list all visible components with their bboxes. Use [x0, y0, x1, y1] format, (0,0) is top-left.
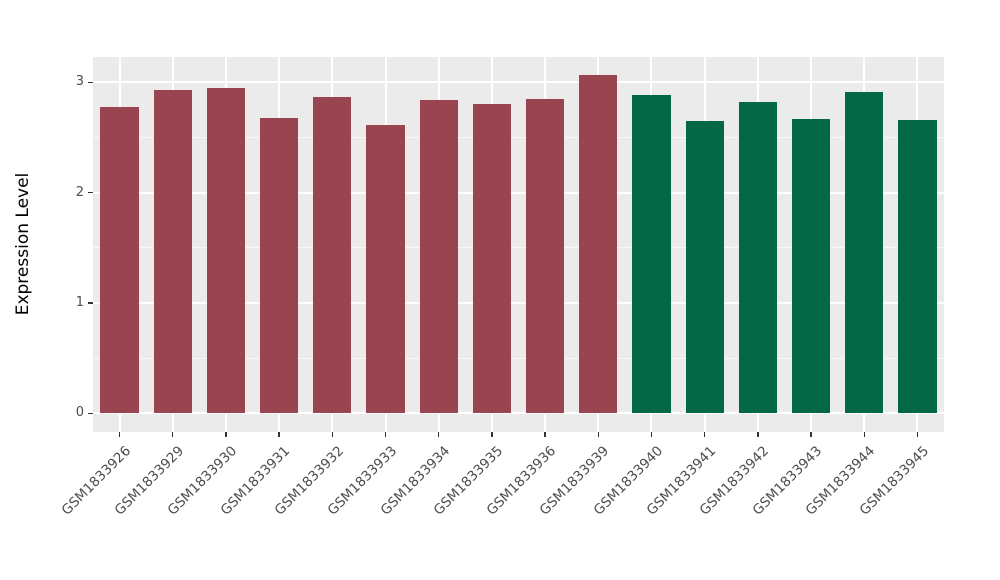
- bar-GSM1833926: [100, 106, 139, 414]
- bar-GSM1833939: [579, 74, 618, 414]
- major-gridline: [93, 81, 944, 84]
- bar-GSM1833941: [685, 120, 724, 414]
- y-tick-mark: [88, 412, 93, 414]
- minor-gridline: [93, 357, 944, 359]
- bar-GSM1833945: [898, 119, 937, 414]
- x-tick-mark: [863, 432, 865, 437]
- major-gridline: [93, 301, 944, 304]
- minor-gridline: [93, 137, 944, 138]
- plot-panel: [93, 57, 944, 432]
- y-tick-label: 0: [75, 405, 84, 421]
- x-tick-mark: [225, 432, 227, 437]
- x-tick-mark: [544, 432, 546, 437]
- x-tick-mark: [491, 432, 493, 437]
- y-tick-mark: [88, 302, 93, 304]
- x-tick-mark: [331, 432, 334, 437]
- x-tick-mark: [597, 432, 599, 437]
- x-tick-mark: [916, 432, 919, 437]
- x-tick-mark: [278, 432, 280, 437]
- y-tick-label: 1: [75, 294, 84, 310]
- major-gridline: [93, 191, 944, 194]
- y-tick-mark: [88, 191, 93, 194]
- bar-GSM1833942: [738, 102, 777, 414]
- bar-GSM1833930: [206, 87, 246, 414]
- y-tick-label: 2: [75, 184, 84, 200]
- y-axis-title: Expression Level: [13, 172, 33, 316]
- x-tick-mark: [438, 432, 440, 437]
- bar-GSM1833929: [153, 90, 192, 414]
- x-tick-mark: [810, 432, 812, 437]
- x-tick-mark: [650, 432, 653, 437]
- bar-GSM1833940: [632, 94, 671, 414]
- bar-GSM1833934: [419, 100, 458, 414]
- y-tick-label: 3: [75, 74, 84, 90]
- bar-GSM1833933: [366, 125, 405, 414]
- x-tick-mark: [384, 432, 387, 437]
- bar-GSM1833936: [525, 98, 565, 414]
- x-tick-mark: [703, 432, 706, 437]
- x-tick-mark: [118, 432, 121, 437]
- x-tick-mark: [757, 432, 759, 437]
- bar-GSM1833944: [845, 92, 884, 414]
- bar-GSM1833932: [313, 96, 352, 414]
- bar-GSM1833931: [260, 117, 299, 414]
- major-gridline: [93, 412, 944, 415]
- bar-GSM1833943: [791, 118, 831, 414]
- minor-gridline: [93, 247, 944, 249]
- x-tick-mark: [172, 432, 174, 437]
- y-tick-mark: [88, 81, 93, 84]
- bar-GSM1833935: [472, 104, 512, 414]
